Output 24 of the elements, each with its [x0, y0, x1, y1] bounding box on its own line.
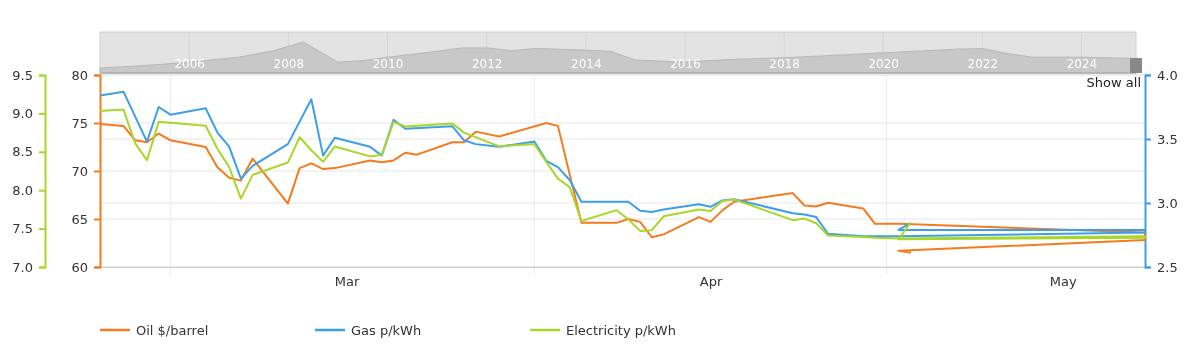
- y3-tick-label: 8.5: [12, 144, 33, 160]
- x-tick-label: 2016: [670, 56, 701, 71]
- y3-tick-label: 7.0: [12, 259, 33, 275]
- x-tick-label: Mar: [334, 274, 360, 290]
- y-tick-label: 70: [71, 163, 88, 179]
- annotation: Show all: [1086, 75, 1141, 90]
- legend-label: Oil $/barrel: [136, 323, 209, 338]
- y2-tick-label: 3.0: [1157, 195, 1178, 211]
- y3-tick-label: 9.0: [12, 106, 33, 122]
- y-tick-label: 60: [71, 259, 88, 275]
- legend-label: Gas p/kWh: [351, 323, 422, 338]
- y-tick-label: 75: [71, 115, 88, 131]
- y-tick-label: 80: [71, 67, 88, 83]
- y3-tick-label: 9.5: [12, 67, 33, 83]
- y2-tick-label: 4.0: [1157, 67, 1178, 83]
- y3-tick-label: 7.5: [12, 221, 33, 237]
- y2-tick-label: 2.5: [1157, 259, 1178, 275]
- x-tick-label: May: [1049, 274, 1078, 290]
- x-tick-label: Apr: [699, 274, 723, 290]
- x-tick-label: 2010: [372, 56, 404, 71]
- y2-tick-label: 3.5: [1157, 131, 1178, 147]
- y3-tick-label: 8.0: [12, 182, 33, 198]
- y-tick-label: 65: [71, 211, 88, 227]
- legend-label: Electricity p/kWh: [566, 323, 676, 338]
